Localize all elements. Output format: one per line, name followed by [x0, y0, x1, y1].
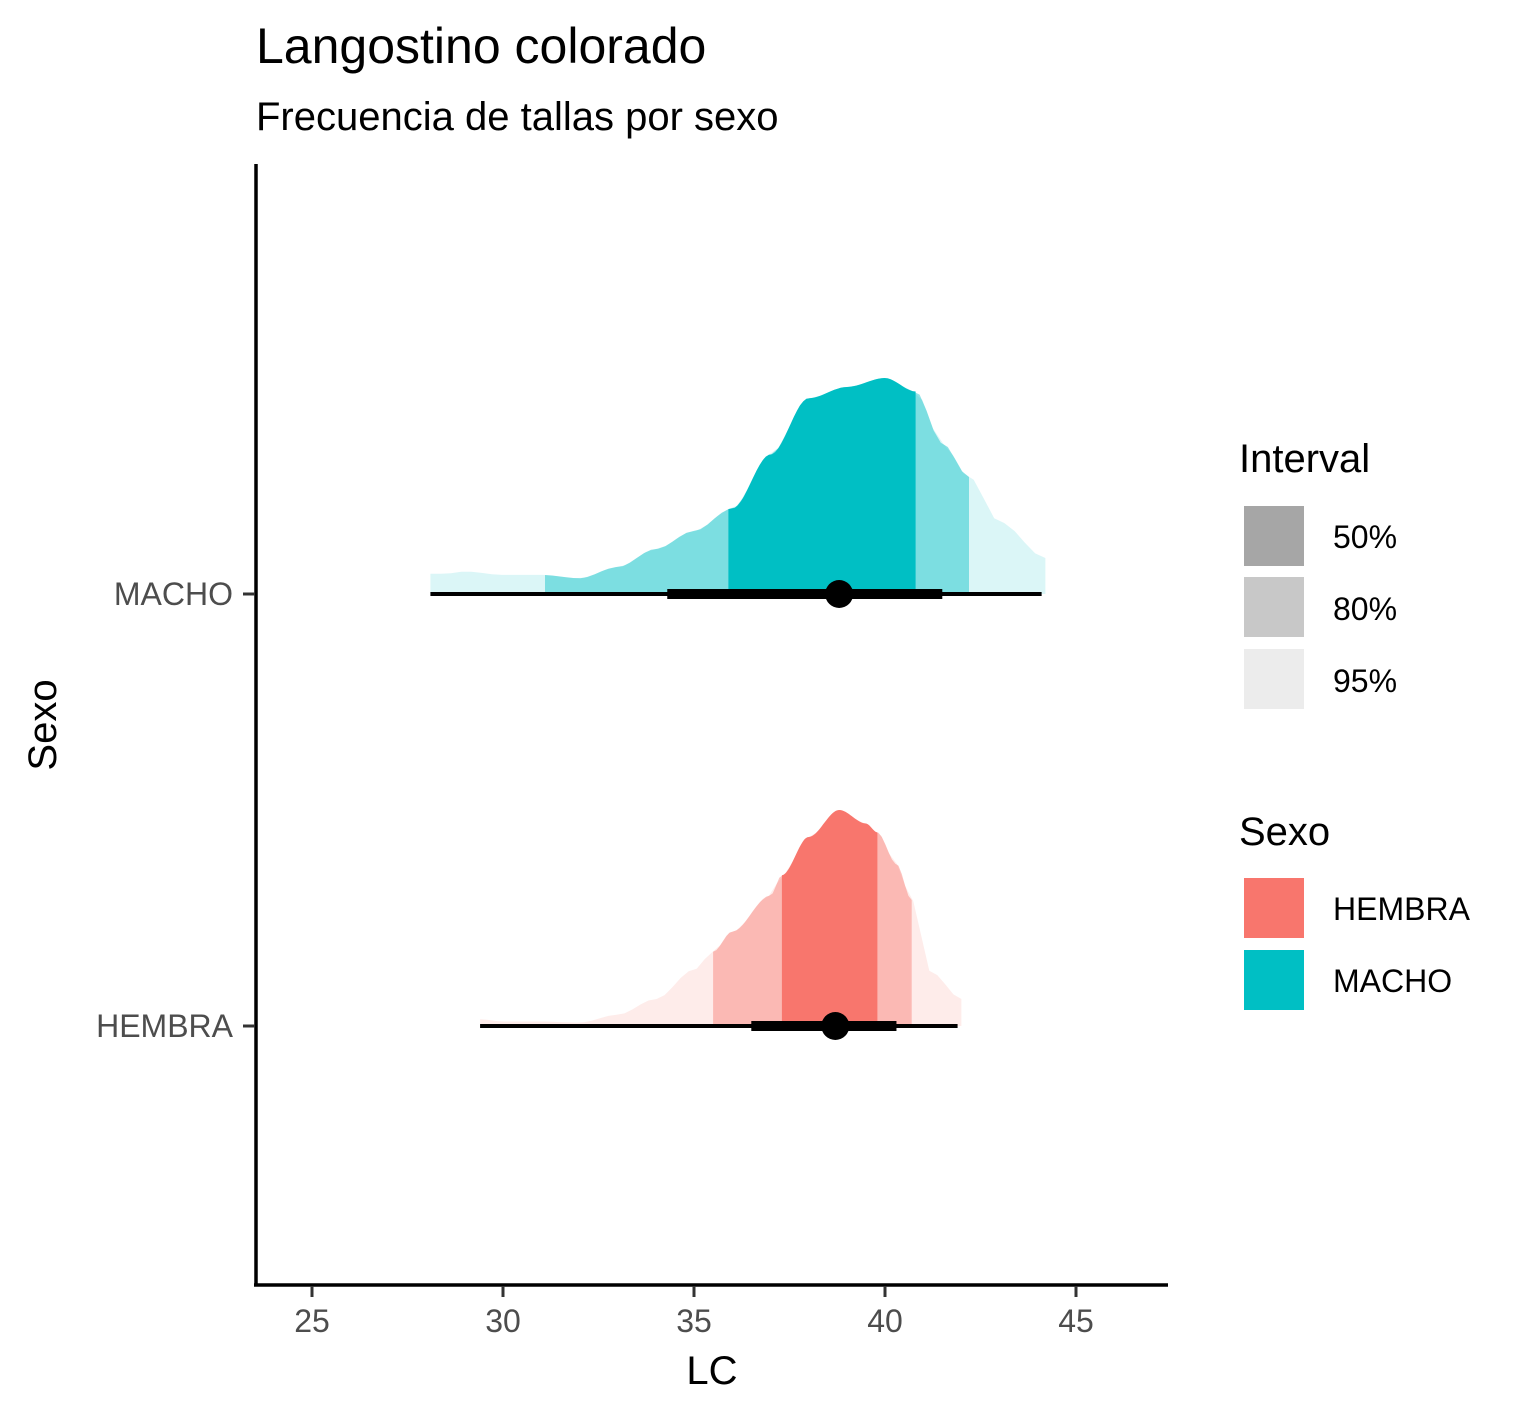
x-axis-title: LC	[686, 1349, 737, 1393]
chart-title: Langostino colorado	[256, 18, 706, 74]
plot-area	[430, 378, 1046, 1040]
x-tick-label-25: 25	[294, 1303, 330, 1339]
y-ticks: MACHO HEMBRA	[96, 576, 255, 1044]
legend-swatch-95	[1244, 649, 1304, 709]
legend-label-80: 80%	[1333, 591, 1397, 627]
chart-subtitle: Frecuencia de tallas por sexo	[256, 95, 779, 139]
legend-label-hembra: HEMBRA	[1333, 891, 1471, 927]
legend-label-50: 50%	[1333, 519, 1397, 555]
series-macho	[430, 378, 1046, 608]
point-estimate-macho	[825, 580, 854, 608]
legend-swatch-50	[1244, 506, 1304, 566]
x-tick-label-40: 40	[867, 1303, 903, 1339]
legend-swatch-80	[1244, 577, 1304, 637]
series-hembra	[480, 810, 962, 1040]
x-ticks: 25 30 35 40 45	[294, 1286, 1094, 1339]
x-tick-label-45: 45	[1058, 1303, 1094, 1339]
legend-label-95: 95%	[1333, 663, 1397, 699]
x-tick-label-35: 35	[676, 1303, 712, 1339]
legend-sexo-title: Sexo	[1239, 810, 1330, 854]
legend-label-macho: MACHO	[1333, 963, 1452, 999]
legend-interval-title: Interval	[1239, 437, 1370, 481]
y-tick-label-hembra: HEMBRA	[96, 1008, 234, 1044]
y-tick-label-macho: MACHO	[114, 576, 233, 612]
density-band-macho-50	[728, 378, 916, 594]
x-tick-label-30: 30	[485, 1303, 521, 1339]
density-band-hembra-50	[781, 810, 878, 1026]
legend-swatch-macho	[1244, 950, 1304, 1010]
legend-swatch-hembra	[1244, 878, 1304, 938]
y-axis-title: Sexo	[21, 679, 65, 770]
point-estimate-hembra	[821, 1012, 850, 1040]
